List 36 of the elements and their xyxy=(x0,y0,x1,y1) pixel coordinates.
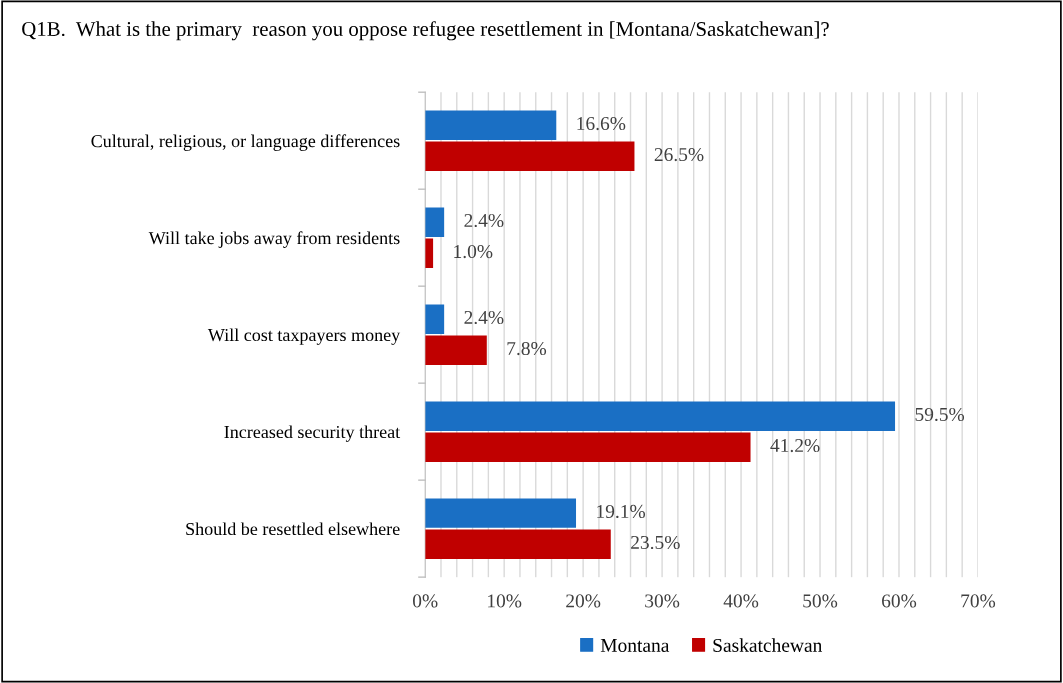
y-tick-label: Will take jobs away from residents xyxy=(148,231,400,248)
bar xyxy=(425,238,434,268)
data-label: 7.8% xyxy=(507,341,547,356)
legend-label: Montana xyxy=(600,639,670,652)
data-label: 16.6% xyxy=(577,116,626,131)
data-label: 2.4% xyxy=(464,310,504,325)
data-label: 2.4% xyxy=(464,213,504,228)
x-tick-label: 20% xyxy=(566,594,601,608)
data-label: 19.1% xyxy=(597,504,646,519)
y-tick-label: Increased security threat xyxy=(224,425,401,442)
bar xyxy=(425,529,611,559)
x-tick-label: 10% xyxy=(488,594,522,608)
bar xyxy=(425,110,557,140)
data-label: 41.2% xyxy=(770,438,820,453)
bar xyxy=(425,141,635,171)
x-tick-label: 30% xyxy=(645,594,680,608)
x-tick-label: 40% xyxy=(723,594,759,608)
data-label: 59.5% xyxy=(915,407,965,422)
bar xyxy=(425,498,577,528)
bar xyxy=(425,401,896,431)
bar xyxy=(425,335,487,365)
bar xyxy=(425,304,445,334)
bar xyxy=(425,432,751,462)
data-label: 23.5% xyxy=(631,535,680,550)
data-label: 1.0% xyxy=(454,244,493,259)
legend-label: Saskatchewan xyxy=(713,638,823,652)
y-tick-label: Cultural, religious, or language differences xyxy=(91,134,400,151)
chart-title: Q1B. What is the primary reason you oppose refugee resettlement in [Montana/Saskatchewan]? xyxy=(22,21,829,41)
x-tick-label: 60% xyxy=(882,594,917,608)
bar xyxy=(425,207,445,237)
x-tick-label: 0% xyxy=(412,594,438,608)
x-tick-label: 50% xyxy=(803,594,838,608)
y-tick-label: Should be resettled elsewhere xyxy=(186,522,400,536)
x-tick-label: 70% xyxy=(961,594,996,608)
y-tick-label: Will cost taxpayers money xyxy=(207,328,401,345)
data-label: 26.5% xyxy=(654,147,704,162)
